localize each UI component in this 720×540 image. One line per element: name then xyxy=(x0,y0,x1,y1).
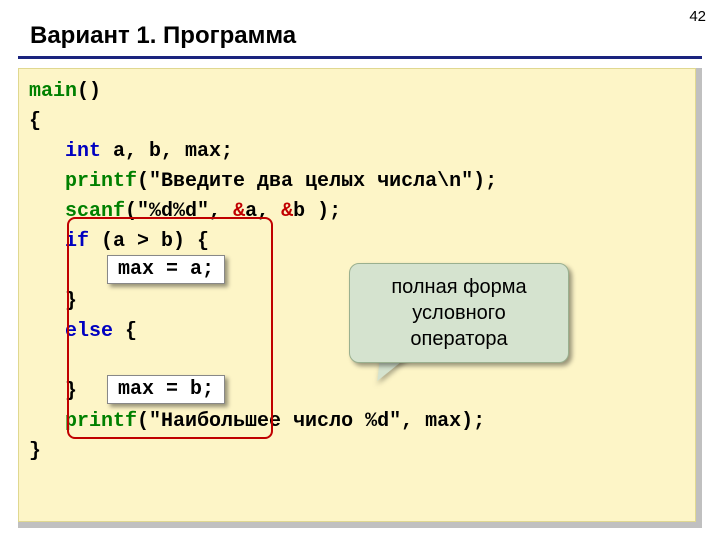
amp1: & xyxy=(233,200,245,223)
assign-max-b: max = b; xyxy=(107,375,225,404)
code-block-shadow: main() { int a, b, max; printf("Введите … xyxy=(18,68,702,528)
callout-line3: оператора xyxy=(364,326,554,352)
kw-int: int xyxy=(65,140,101,163)
kw-scanf: scanf xyxy=(65,200,125,223)
kw-else: else xyxy=(65,320,113,343)
kw-printf1: printf xyxy=(65,170,137,193)
title-underline xyxy=(18,56,702,59)
kw-if: if xyxy=(65,230,89,253)
code-block: main() { int a, b, max; printf("Введите … xyxy=(18,68,696,522)
callout-line1: полная форма xyxy=(364,274,554,300)
kw-main: main xyxy=(29,80,77,103)
page-number: 42 xyxy=(689,8,706,25)
slide-title: Вариант 1. Программа xyxy=(30,22,296,50)
kw-printf2: printf xyxy=(65,410,137,433)
assign-max-a: max = a; xyxy=(107,255,225,284)
callout-box: полная форма условного оператора xyxy=(349,263,569,363)
amp2: & xyxy=(281,200,293,223)
callout-line2: условного xyxy=(364,300,554,326)
